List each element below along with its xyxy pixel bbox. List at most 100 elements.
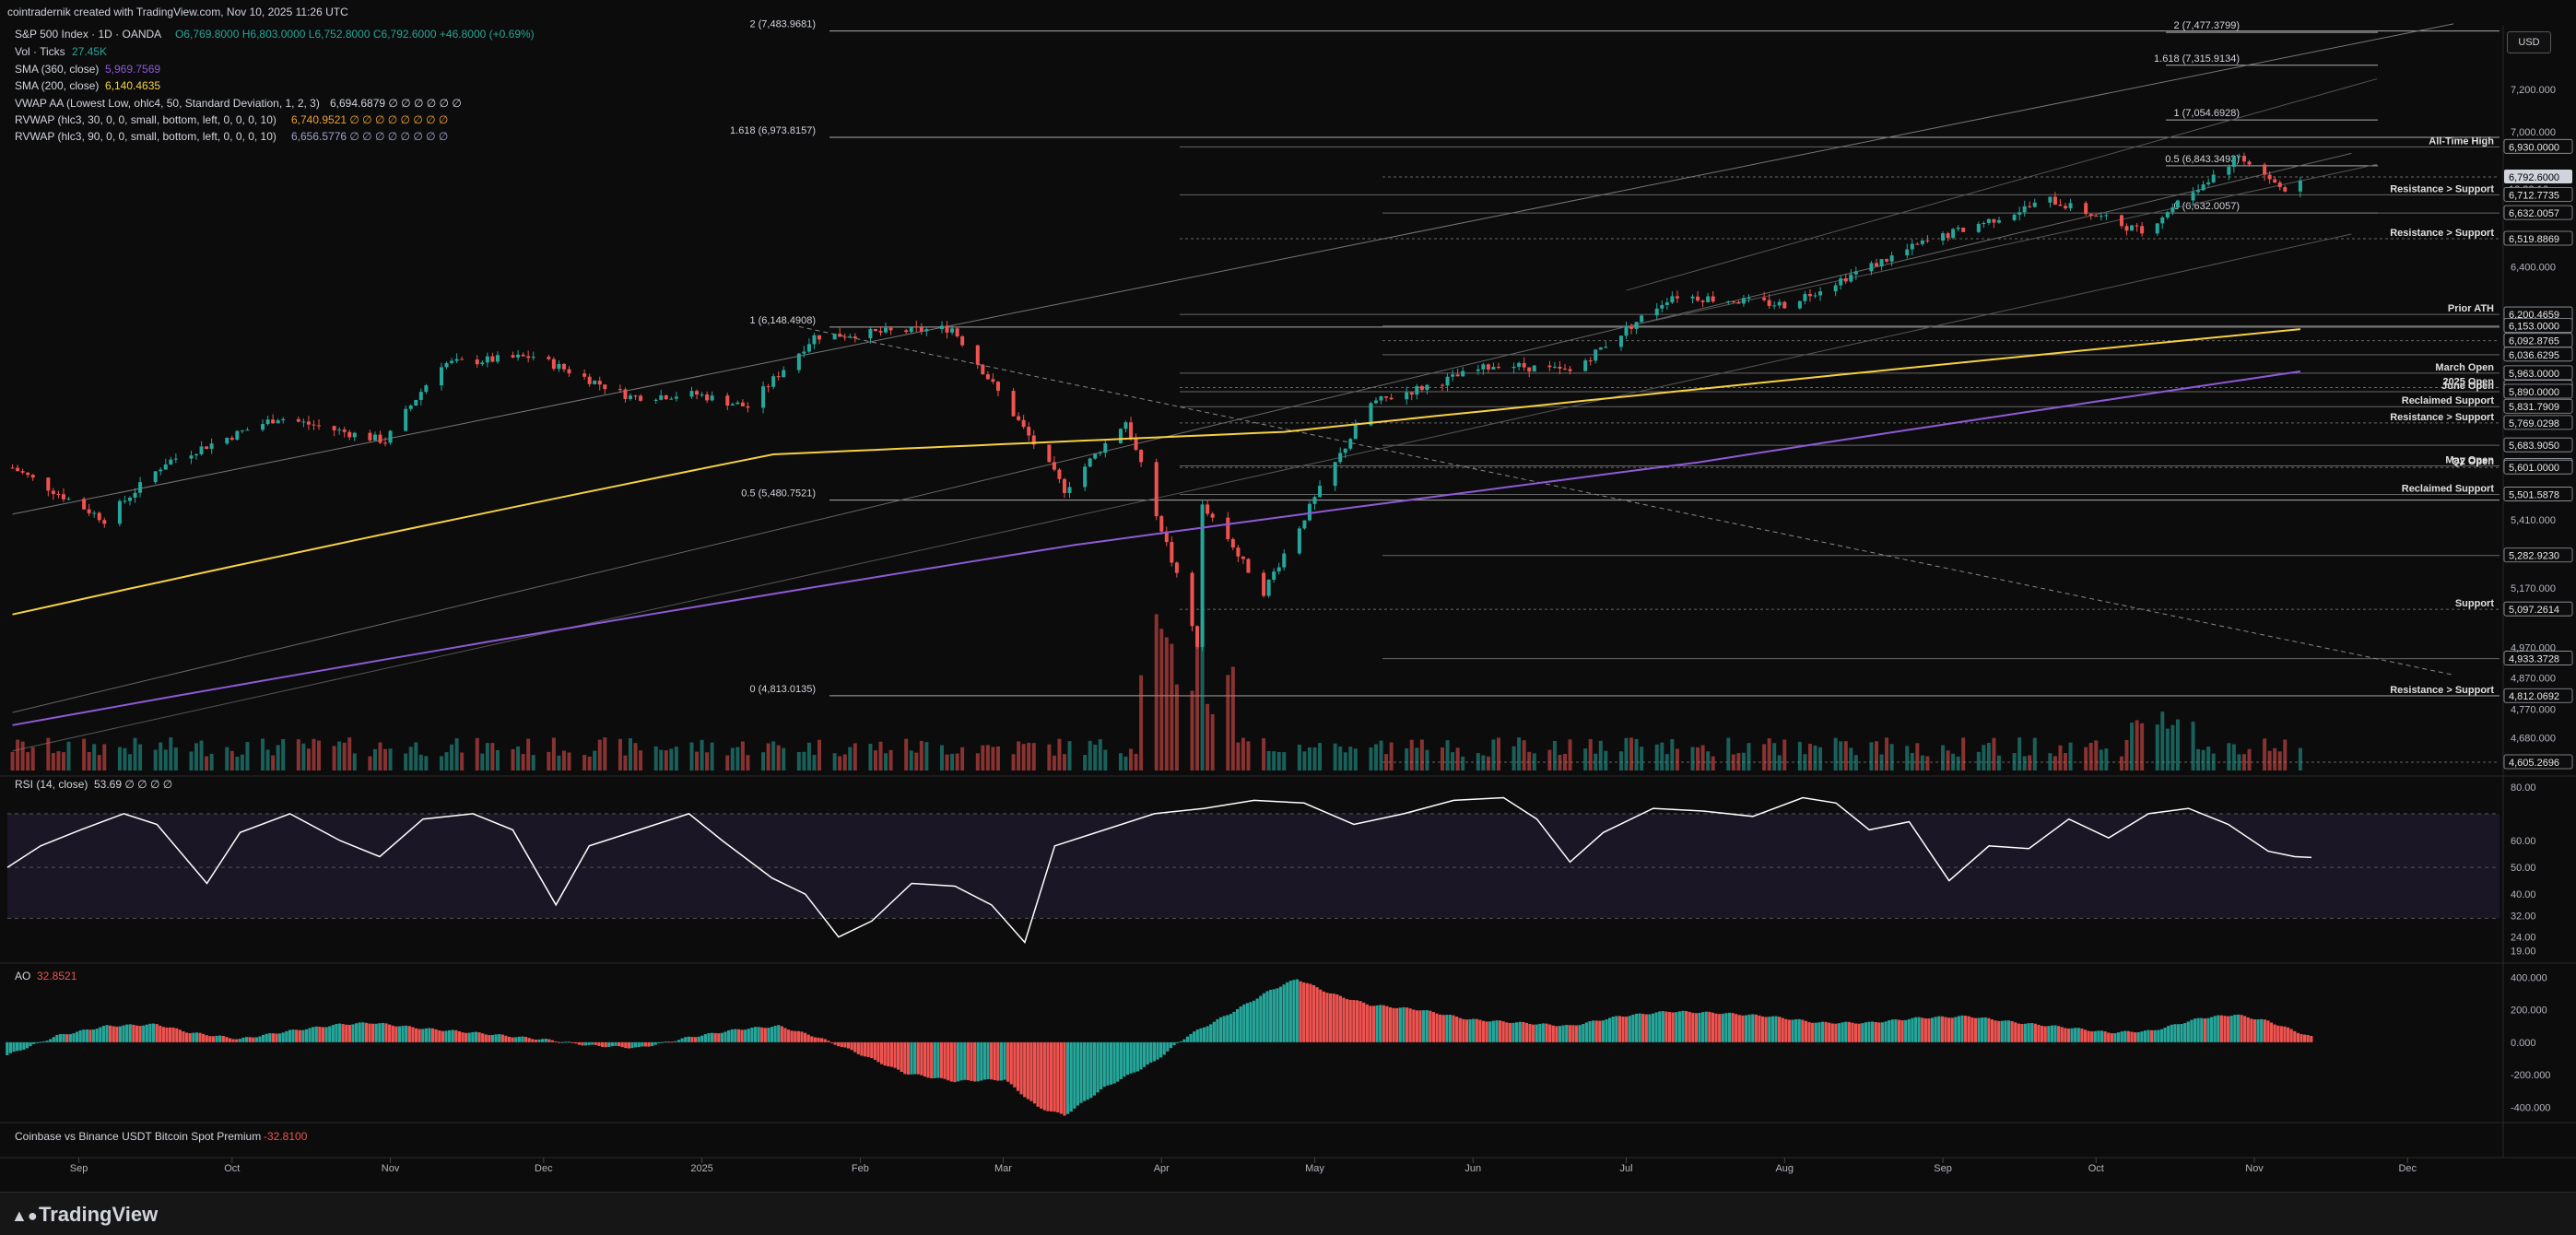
ao-bar: [291, 1029, 295, 1042]
ao-bar: [893, 1041, 897, 1068]
candle-body: [1818, 291, 1823, 296]
candle-body: [832, 334, 837, 340]
ao-bar: [351, 1024, 355, 1042]
ao-bar: [1787, 1019, 1792, 1042]
volume-bar: [782, 747, 786, 770]
candle-body: [955, 328, 959, 336]
ao-bar: [1714, 1013, 1718, 1042]
ao-bar: [1588, 1021, 1592, 1042]
ao-bar: [1458, 1017, 1462, 1042]
volume-bar: [1925, 756, 1930, 770]
ao-bar: [996, 1041, 1000, 1081]
tradingview-logo[interactable]: ▲●TradingView: [11, 1203, 158, 1227]
ao-bar: [471, 1031, 475, 1042]
ao-bar: [747, 1029, 750, 1042]
volume-bar: [567, 752, 571, 770]
volume-bar: [2084, 747, 2088, 770]
legend-rvwap30-label[interactable]: RVWAP (hlc3, 30, 0, 0, small, bottom, le…: [15, 113, 276, 126]
legend-sma200-label[interactable]: SMA (200, close): [15, 79, 99, 92]
time-axis-label: May: [1305, 1163, 1324, 1174]
candle-body: [138, 482, 143, 493]
legend-premium-label[interactable]: Coinbase vs Binance USDT Bitcoin Spot Pr…: [15, 1130, 261, 1143]
ao-bar: [1940, 1016, 1944, 1042]
volume-bar: [531, 755, 535, 770]
fib-label: 1.618 (7,315.9134): [2154, 53, 2240, 65]
candlesticks[interactable]: [10, 152, 2302, 652]
ao-bar: [1628, 1016, 1631, 1042]
rsi-pane[interactable]: [6, 796, 2500, 944]
ao-bar: [767, 1028, 770, 1042]
currency-button[interactable]: USD: [2507, 31, 2551, 53]
candle-body: [960, 335, 965, 346]
ao-bar: [1987, 1017, 1991, 1042]
volume-bar: [1604, 750, 1608, 770]
candle-body: [2022, 206, 2027, 213]
ao-bar: [906, 1041, 911, 1075]
candle-body: [1889, 255, 1894, 262]
legend-ao-label[interactable]: AO: [15, 970, 30, 982]
volume-bar: [460, 752, 465, 770]
volume-bar: [1797, 741, 1802, 770]
candle-body: [593, 381, 597, 384]
ao-bar: [813, 1037, 817, 1042]
ao-bar: [1229, 1014, 1232, 1042]
ao-bar: [16, 1041, 19, 1052]
price-axis-tick: 5,410.000: [2511, 515, 2556, 526]
legend-symbol[interactable]: S&P 500 Index · 1D · OANDA: [15, 28, 161, 41]
ao-bar: [268, 1033, 272, 1042]
volume-bar: [2032, 737, 2037, 770]
ao-bar: [1346, 999, 1349, 1042]
candle-body: [796, 353, 801, 370]
ao-bar: [1472, 1018, 1476, 1042]
ao-bar: [215, 1035, 218, 1042]
ao-bar: [1305, 982, 1309, 1042]
candle-body: [414, 399, 418, 406]
ao-bar: [796, 1030, 800, 1042]
candle-body: [1139, 450, 1144, 463]
legend-vol-label[interactable]: Vol · Ticks: [15, 45, 65, 58]
ao-bar: [474, 1031, 478, 1042]
candle-body: [163, 464, 168, 470]
legend-sma360-label[interactable]: SMA (360, close): [15, 63, 99, 76]
candle-body: [123, 500, 127, 502]
time-axis-label: Feb: [852, 1163, 869, 1174]
ao-bar: [2110, 1033, 2113, 1042]
ao-bar: [1046, 1041, 1050, 1112]
time-axis[interactable]: Sep Oct Nov Dec 2025 Feb Mar Apr May Jun Jul Aug Sep…: [70, 1158, 2417, 1174]
volume-bar: [629, 738, 632, 770]
price-level-value: 4,605.2696: [2509, 758, 2559, 769]
candle-body: [1246, 559, 1251, 573]
ao-bar: [604, 1041, 607, 1048]
volume-bar: [1640, 747, 1644, 770]
ao-bar: [2302, 1034, 2307, 1042]
candle-body: [2064, 206, 2068, 209]
candle-body: [884, 327, 888, 333]
candle-body: [2277, 182, 2282, 188]
price-level-tag: [2503, 547, 2573, 563]
volume-bar: [1706, 751, 1711, 770]
ao-bar: [637, 1041, 641, 1047]
ao-bar: [378, 1023, 382, 1042]
candle-body: [1511, 366, 1516, 369]
volume-bar: [2028, 755, 2032, 770]
volume-bar: [1226, 675, 1230, 770]
ao-bar: [2017, 1023, 2020, 1042]
ao-bar: [2213, 1016, 2217, 1042]
ao-bar: [1904, 1019, 1908, 1042]
ao-axis-tick: 0.000: [2511, 1038, 2536, 1049]
volume-bar: [1594, 753, 1598, 770]
legend-rsi-label[interactable]: RSI (14, close): [15, 778, 88, 791]
volume-bar: [1312, 747, 1317, 770]
legend-vwap-label[interactable]: VWAP AA (Lowest Low, ohlc4, 50, Standard…: [15, 97, 320, 110]
price-axis[interactable]: 6,930.00006,792.600010:33:166,712.77356,…: [2503, 85, 2573, 1114]
ao-pane[interactable]: [6, 979, 2313, 1116]
ao-bar: [1641, 1013, 1645, 1042]
ao-bar: [1814, 1022, 1817, 1042]
rsi-axis-tick: 19.00: [2511, 946, 2536, 957]
footer-brand: TradingView: [39, 1203, 159, 1226]
ao-bar: [381, 1022, 385, 1042]
ao-bar: [62, 1033, 65, 1042]
legend-rvwap90-label[interactable]: RVWAP (hlc3, 90, 0, 0, small, bottom, le…: [15, 130, 276, 143]
ao-bar: [159, 1025, 162, 1042]
